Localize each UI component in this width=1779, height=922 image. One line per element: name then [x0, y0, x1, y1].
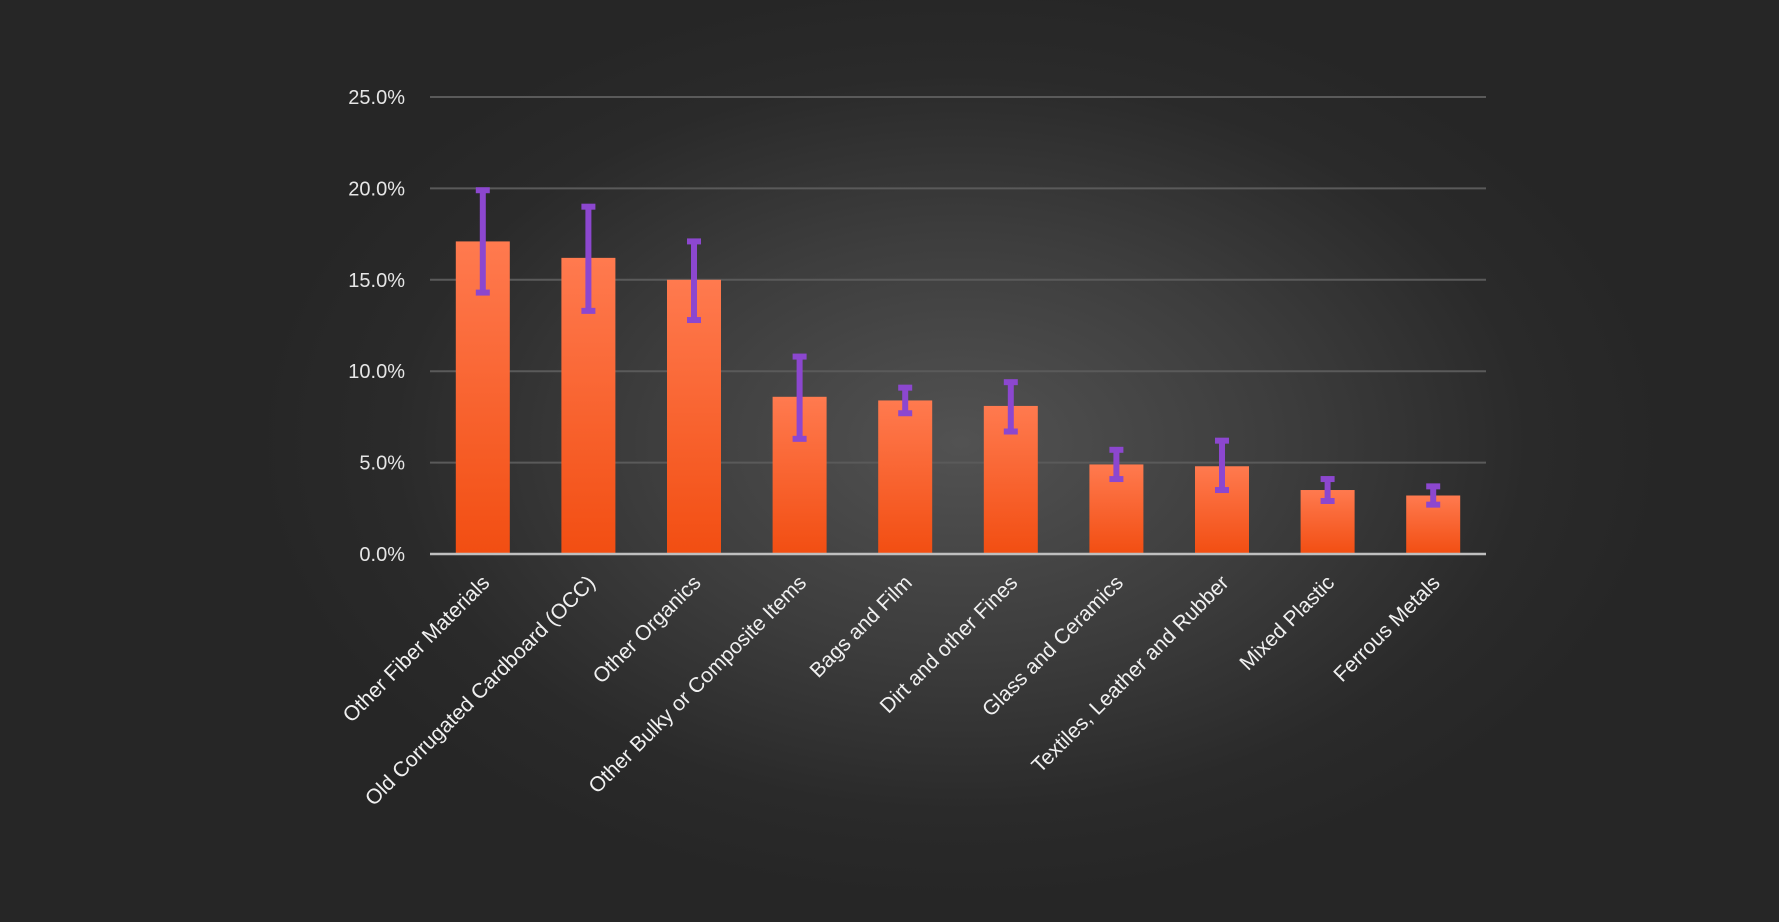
error-bar	[1215, 437, 1229, 494]
y-axis-tick-labels: 0.0% 5.0% 10.0% 15.0% 20.0% 25.0%	[348, 87, 405, 566]
category-label: Other Bulky or Composite Items	[584, 571, 811, 798]
y-tick-label: 25.0%	[348, 87, 405, 109]
category-label: Other Organics	[589, 571, 706, 688]
error-bar	[1003, 379, 1018, 435]
y-tick-label: 15.0%	[348, 270, 405, 292]
category-label: Old Corrugated Cardboard (OCC)	[361, 571, 600, 810]
y-tick-label: 10.0%	[348, 361, 405, 383]
y-tick-label: 5.0%	[359, 453, 405, 475]
error-bar	[687, 238, 701, 324]
category-label: Bags and Film	[806, 571, 917, 682]
error-bar	[898, 384, 913, 417]
error-bar	[1426, 483, 1441, 508]
y-tick-label: 20.0%	[348, 178, 405, 200]
bar	[667, 279, 721, 554]
bar	[878, 400, 933, 554]
y-tick-label: 0.0%	[359, 544, 405, 566]
bars	[455, 241, 1461, 555]
error-bar	[475, 187, 490, 296]
error-bar	[1320, 476, 1335, 504]
category-label: Mixed Plastic	[1235, 571, 1339, 675]
error-bars	[475, 187, 1441, 508]
category-label: Textiles, Leather and Rubber	[1027, 571, 1233, 777]
error-bar	[581, 203, 596, 314]
error-bar	[792, 353, 807, 442]
error-bar	[1109, 446, 1124, 483]
category-label: Ferrous Metals	[1329, 571, 1444, 686]
